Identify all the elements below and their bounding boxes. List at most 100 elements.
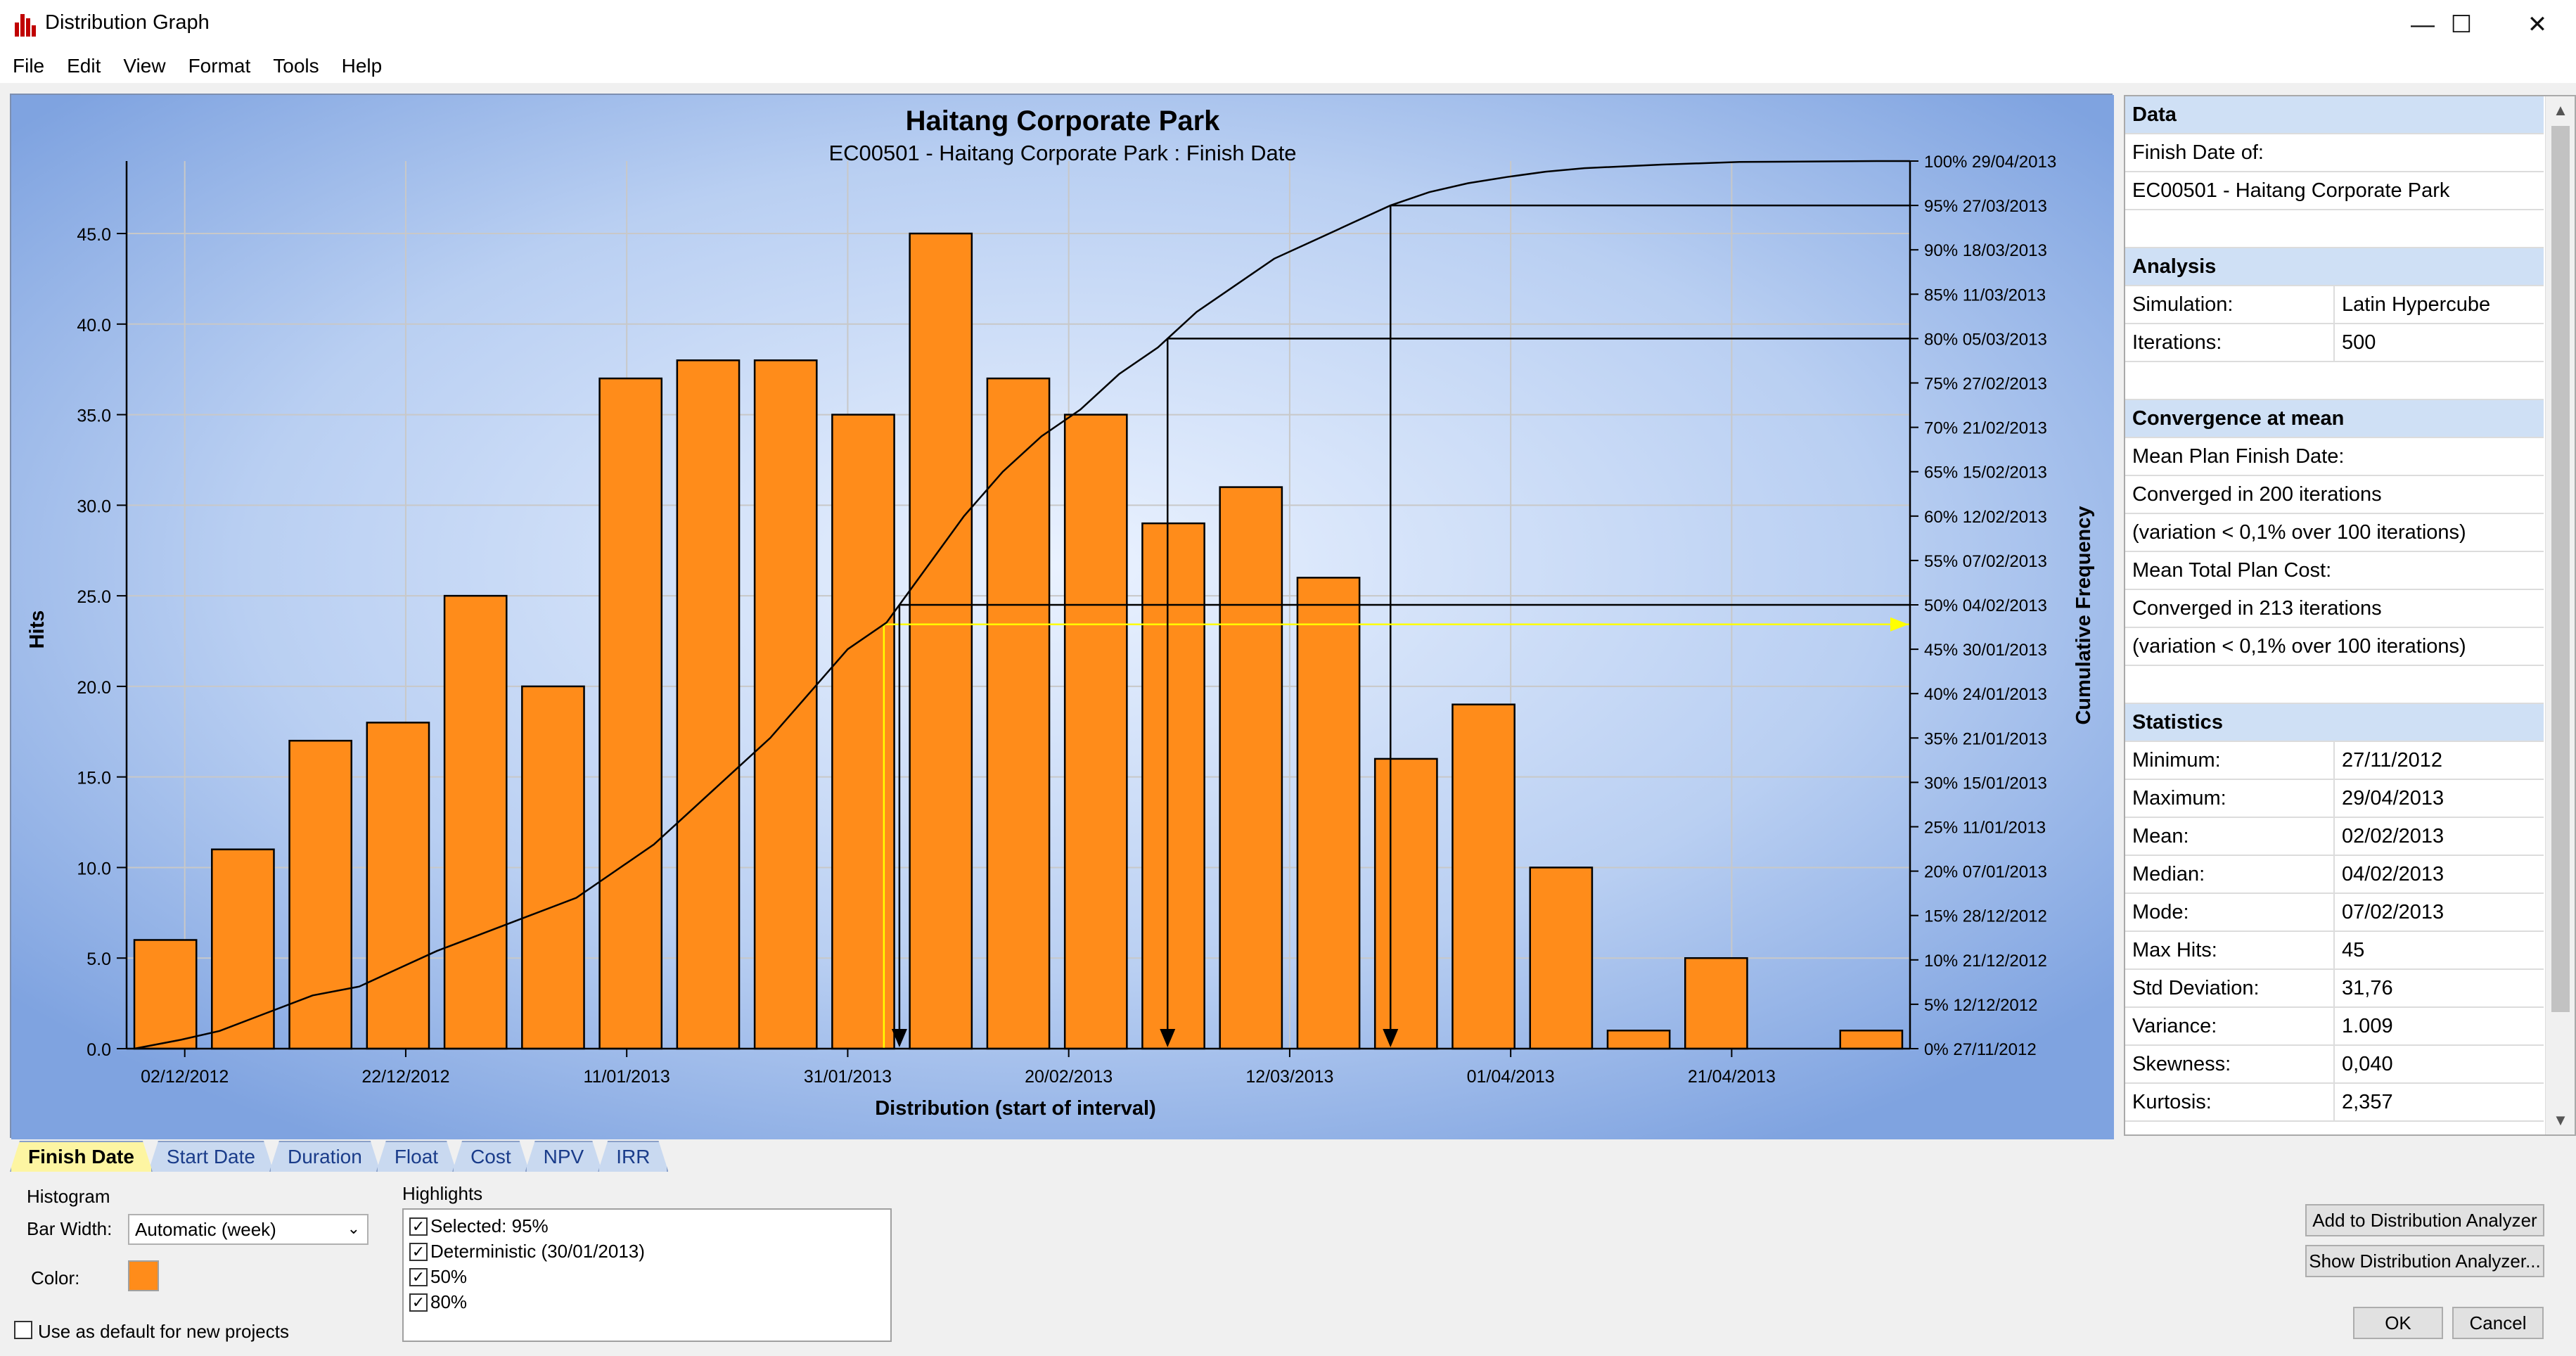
data-panel-scrollbar[interactable]: ▲ ▼ [2545,96,2575,1134]
checkbox-checked-icon[interactable]: ✓ [409,1217,428,1236]
tab-npv[interactable]: NPV [525,1141,603,1172]
y-axis-label: Hits [26,610,49,649]
highlight-item[interactable]: ✓ Selected: 95% [409,1215,549,1237]
menu-tools[interactable]: Tools [273,55,319,77]
checkbox-checked-icon[interactable]: ✓ [409,1293,428,1312]
maximize-button[interactable]: ☐ [2450,11,2473,38]
data-row: Maximum: 29/04/2013 [2125,780,2544,818]
y2-axis-label: Cumulative Frequency [2072,506,2095,724]
highlights-list: ✓ Selected: 95% ✓ Deterministic (30/01/201… [402,1208,892,1342]
y-tick-label: 15.0 [77,769,111,788]
x-tick-label: 01/04/2013 [1467,1067,1555,1087]
window-title: Distribution Graph [45,11,210,34]
y-tick-label: 25.0 [77,587,111,607]
y2-tick-label: 100% 29/04/2013 [1924,153,2056,172]
data-table: Data Finish Date of: EC00501 - Haitang C… [2125,96,2544,1122]
y2-tick-label: 65% 15/02/2013 [1924,463,2047,482]
chart-svg: 0.0 5.0 10.0 15.0 20.0 25.0 30.0 35.0 40.0 45.0 02… [11,95,2114,1139]
histogram-bar [1684,957,1748,1050]
tab-finish-date[interactable]: Finish Date [10,1141,153,1172]
data-row: (variation < 0,1% over 100 iterations) [2125,514,2544,552]
add-to-analyzer-button[interactable]: Add to Distribution Analyzer [2305,1204,2544,1236]
histogram-bar [1606,1029,1671,1050]
y2-tick-label: 40% 24/01/2013 [1924,685,2047,704]
histogram-bar [1296,577,1361,1050]
y2-tick-label: 70% 21/02/2013 [1924,419,2047,438]
data-row: Converged in 213 iterations [2125,590,2544,628]
menu-help[interactable]: Help [341,55,383,77]
y2-tick-label: 60% 12/02/2013 [1924,508,2047,527]
histogram-bar [676,359,741,1050]
highlights-label: Highlights [402,1183,483,1204]
data-row: Mean Plan Finish Date: [2125,438,2544,476]
y2-tick-label: 75% 27/02/2013 [1924,375,2047,394]
y-tick-label: 40.0 [77,316,111,335]
checkbox-checked-icon[interactable]: ✓ [409,1267,428,1286]
x-tick-label: 22/12/2012 [361,1067,449,1087]
y-tick-label: 45.0 [77,225,111,245]
data-row: Std Deviation: 31,76 [2125,970,2544,1008]
x-tick-label: 02/12/2012 [141,1067,229,1087]
close-button[interactable]: ✕ [2527,11,2548,38]
y-tick-label: 30.0 [77,497,111,516]
minimize-button[interactable]: — [2411,11,2435,38]
tab-duration[interactable]: Duration [269,1141,380,1172]
use-default-checkbox[interactable] [14,1321,32,1339]
highlight-item[interactable]: ✓ Deterministic (30/01/2013) [409,1241,645,1262]
menu-format[interactable]: Format [188,55,251,77]
bar-width-value: Automatic (week) [135,1218,276,1240]
tab-cost[interactable]: Cost [452,1141,530,1172]
bar-width-select[interactable]: Automatic (week) ⌄ [128,1214,369,1245]
y2-tick-label: 25% 11/01/2013 [1924,819,2046,838]
histogram-bar [1063,414,1128,1050]
data-row: Max Hits: 45 [2125,932,2544,970]
section-header-convergence: Convergence at mean [2125,400,2544,438]
x-tick-label: 20/02/2013 [1025,1067,1113,1087]
tab-start-date[interactable]: Start Date [148,1141,274,1172]
section-header-statistics: Statistics [2125,704,2544,742]
ok-button[interactable]: OK [2353,1307,2443,1339]
checkbox-checked-icon[interactable]: ✓ [409,1242,428,1261]
tab-irr[interactable]: IRR [598,1141,668,1172]
show-analyzer-button[interactable]: Show Distribution Analyzer... [2305,1245,2544,1277]
histogram-label: Histogram [27,1186,110,1207]
y2-tick-label: 30% 15/01/2013 [1924,774,2047,793]
data-row: Median: 04/02/2013 [2125,856,2544,894]
y2-tick-label: 20% 07/01/2013 [1924,863,2047,882]
use-default-label: Use as default for new projects [38,1321,289,1342]
x-tick-label: 11/01/2013 [584,1067,670,1087]
data-row: Minimum: 27/11/2012 [2125,742,2544,780]
highlight-item[interactable]: ✓ 50% [409,1266,467,1288]
y2-tick-label: 85% 11/03/2013 [1924,286,2046,305]
highlight-item[interactable]: ✓ 80% [409,1291,467,1313]
histogram-bar [831,414,895,1050]
chart-title: Haitang Corporate Park [906,105,1221,136]
histogram-bar [443,594,508,1050]
bar-color-swatch[interactable] [128,1260,159,1291]
title-bar: Distribution Graph — ☐ ✕ [0,0,2576,49]
y2-tick-label: 50% 04/02/2013 [1924,596,2047,615]
data-row: (variation < 0,1% over 100 iterations) [2125,628,2544,666]
histogram-bar [753,359,818,1050]
histogram-bar [521,685,585,1050]
menu-edit[interactable]: Edit [67,55,101,77]
cancel-button[interactable]: Cancel [2452,1307,2544,1339]
distribution-graph-icon [15,14,36,37]
y2-tick-label: 55% 07/02/2013 [1924,552,2047,571]
tab-float[interactable]: Float [376,1141,456,1172]
menu-file[interactable]: File [13,55,45,77]
data-row: Variance: 1.009 [2125,1008,2544,1046]
histogram-bar [1373,757,1438,1050]
scroll-down-icon[interactable]: ▼ [2553,1111,2568,1129]
highlight-arrowhead [1160,1029,1176,1047]
menu-bar: File Edit View Format Tools Help [0,49,2576,83]
data-row: Skewness: 0,040 [2125,1046,2544,1084]
scroll-up-icon[interactable]: ▲ [2553,101,2568,119]
x-axis-label: Distribution (start of interval) [875,1097,1156,1120]
chart-background [11,95,2114,1139]
section-header-analysis: Analysis [2125,248,2544,286]
color-label: Color: [31,1267,80,1288]
histogram-bar [986,377,1051,1050]
menu-view[interactable]: View [123,55,166,77]
scroll-thumb[interactable] [2551,126,2570,1012]
